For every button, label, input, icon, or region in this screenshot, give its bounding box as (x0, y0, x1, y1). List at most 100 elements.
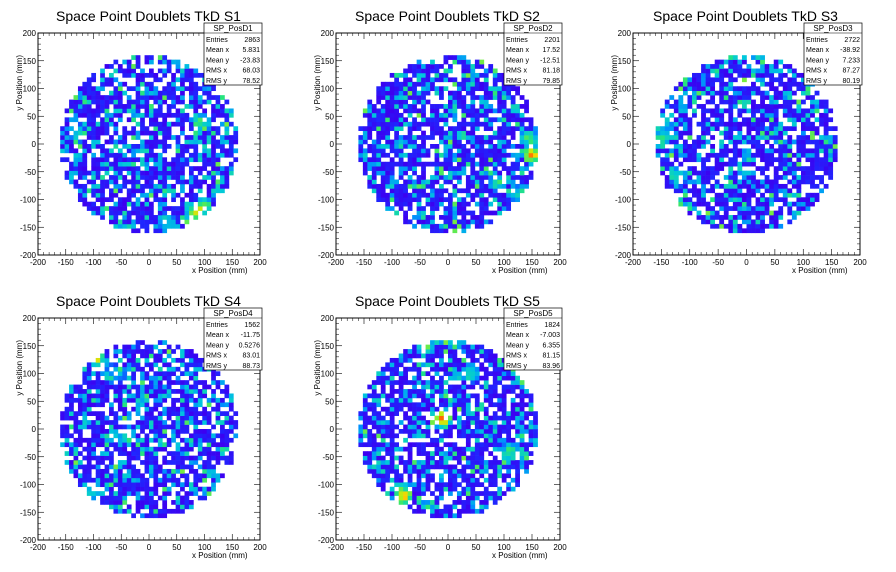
heatmap-cell (104, 477, 110, 483)
heatmap-cell (367, 99, 373, 105)
heatmap-cell (135, 95, 141, 100)
heatmap-cell (113, 393, 119, 399)
heatmap-cell (131, 357, 136, 363)
heatmap-cell (193, 375, 199, 381)
heatmap-cell (82, 108, 88, 114)
heatmap-cell (104, 64, 110, 69)
heatmap-cell (100, 460, 105, 465)
heatmap-cell (832, 144, 838, 149)
heatmap-cell (188, 491, 194, 496)
heatmap-cell (166, 451, 172, 456)
heatmap-cell (470, 393, 476, 399)
heatmap-cell (157, 121, 163, 127)
heatmap-cell (488, 192, 494, 198)
heatmap-cell (443, 451, 449, 456)
heatmap-cell (796, 117, 802, 123)
heatmap-cell (492, 389, 498, 394)
heatmap-cell (77, 95, 83, 100)
heatmap-cell (140, 192, 145, 198)
heatmap-cell (389, 375, 395, 381)
heatmap-cell (64, 437, 70, 443)
heatmap-cell (135, 477, 141, 483)
heatmap-cell (162, 188, 168, 194)
heatmap-cell (465, 442, 471, 448)
heatmap-cell (403, 429, 408, 434)
heatmap-cell (82, 104, 88, 109)
heatmap-cell (403, 495, 408, 501)
heatmap-cell (673, 86, 679, 92)
heatmap-cell (519, 139, 525, 145)
heatmap-cell (461, 340, 467, 345)
heatmap-cell (175, 175, 181, 180)
heatmap-cell (202, 152, 208, 158)
heatmap-cell (664, 99, 670, 105)
heatmap-cell (140, 139, 145, 145)
heatmap-cell (202, 157, 208, 163)
heatmap-cell (175, 344, 181, 350)
heatmap-cell (430, 183, 435, 189)
heatmap-cell (510, 126, 516, 131)
heatmap-cell (153, 175, 159, 180)
heatmap-cell (664, 139, 670, 145)
heatmap-cell (732, 148, 738, 154)
heatmap-cell (135, 130, 141, 136)
heatmap-cell (737, 179, 743, 185)
heatmap-cell (394, 380, 400, 385)
heatmap-cell (714, 68, 720, 74)
heatmap-cell (126, 491, 132, 496)
heatmap-cell (100, 357, 105, 363)
heatmap-cell (456, 508, 462, 514)
heatmap-cell (122, 375, 128, 381)
heatmap-cell (193, 210, 199, 216)
heatmap-cell (769, 112, 775, 118)
heatmap-cell (452, 464, 458, 470)
heatmap-cell (122, 477, 128, 483)
heatmap-cell (69, 384, 74, 390)
heatmap-cell (380, 81, 386, 87)
heatmap-cell (140, 210, 145, 216)
heatmap-cell (701, 104, 706, 109)
heatmap-cell (188, 90, 194, 96)
heatmap-cell (95, 357, 101, 363)
heatmap-cell (385, 442, 391, 448)
heatmap-cell (692, 81, 697, 87)
heatmap-cell (180, 455, 185, 461)
heatmap-cell (86, 130, 92, 136)
heatmap-cell (157, 402, 163, 408)
heatmap-cell (805, 86, 811, 92)
heatmap-cell (416, 95, 422, 100)
heatmap-cell (367, 126, 373, 131)
heatmap-cell (162, 371, 168, 377)
heatmap-cell (149, 139, 154, 145)
heatmap-cell (380, 95, 386, 100)
heatmap-cell (385, 192, 391, 198)
heatmap-cell (113, 389, 119, 394)
heatmap-cell (741, 95, 747, 100)
heatmap-cell (104, 99, 110, 105)
heatmap-cell (528, 393, 534, 399)
heatmap-cell (510, 197, 516, 203)
heatmap-cell (91, 495, 97, 501)
heatmap-cell (778, 223, 784, 229)
heatmap-cell (144, 175, 150, 180)
heatmap-cell (746, 152, 752, 158)
heatmap-cell (215, 473, 221, 479)
heatmap-cell (394, 139, 400, 145)
heatmap-cell (197, 429, 203, 434)
heatmap-cell (723, 86, 729, 92)
heatmap-cell (135, 59, 141, 65)
heatmap-cell (100, 166, 105, 171)
heatmap-cell (144, 357, 150, 363)
heatmap-cell (483, 170, 489, 176)
heatmap-cell (184, 161, 190, 167)
heatmap-cell (705, 126, 711, 131)
heatmap-cell (389, 460, 395, 465)
heatmap-cell (461, 157, 467, 163)
heatmap-cell (77, 157, 83, 163)
heatmap-cell (162, 420, 168, 425)
heatmap-cell (166, 508, 172, 514)
heatmap-cell (443, 402, 449, 408)
heatmap-cell (425, 380, 431, 385)
heatmap-cell (443, 406, 449, 412)
heatmap-cell (228, 148, 234, 154)
